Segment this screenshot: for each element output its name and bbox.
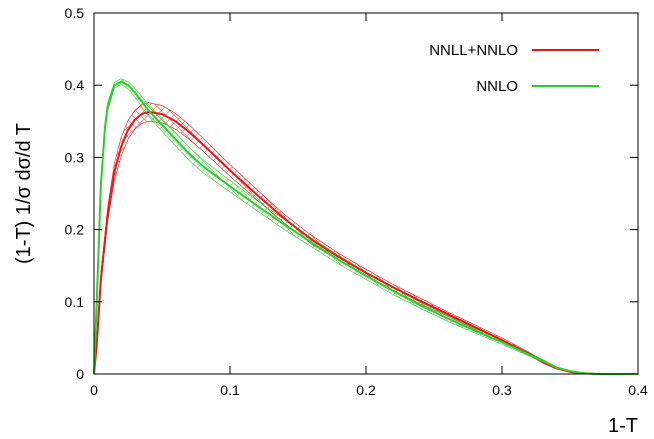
y-tick-label: 0 <box>76 366 84 382</box>
x-tick-label: 0 <box>90 382 98 398</box>
y-axis-title: (1-T) 1/σ dσ/d T <box>13 123 35 264</box>
series-line <box>93 80 638 375</box>
y-axis-ticks: 0 0.1 0.2 0.3 0.4 0.5 <box>65 5 638 382</box>
y-tick-label: 0.3 <box>65 149 85 165</box>
x-tick-label: 0.1 <box>220 382 240 398</box>
y-tick-label: 0.1 <box>65 294 85 310</box>
legend: NNLL+NNLO NNLO <box>429 42 599 95</box>
y-tick-label: 0.2 <box>65 222 85 238</box>
y-tick-label: 0.4 <box>65 77 85 93</box>
x-axis-title: 1-T <box>608 415 638 437</box>
x-tick-label: 0.4 <box>628 382 648 398</box>
x-tick-label: 0.2 <box>356 382 376 398</box>
series-line <box>93 110 638 375</box>
x-tick-label: 0.3 <box>492 382 512 398</box>
plot-frame <box>93 12 639 375</box>
uncertainty-band <box>93 78 638 375</box>
legend-label: NNLO <box>476 78 518 95</box>
legend-label: NNLL+NNLO <box>429 42 518 59</box>
x-axis-ticks: 0 0.1 0.2 0.3 0.4 <box>90 13 648 398</box>
y-tick-label: 0.5 <box>65 5 85 21</box>
series-lines <box>93 80 638 375</box>
uncertainty-bands <box>93 78 638 375</box>
